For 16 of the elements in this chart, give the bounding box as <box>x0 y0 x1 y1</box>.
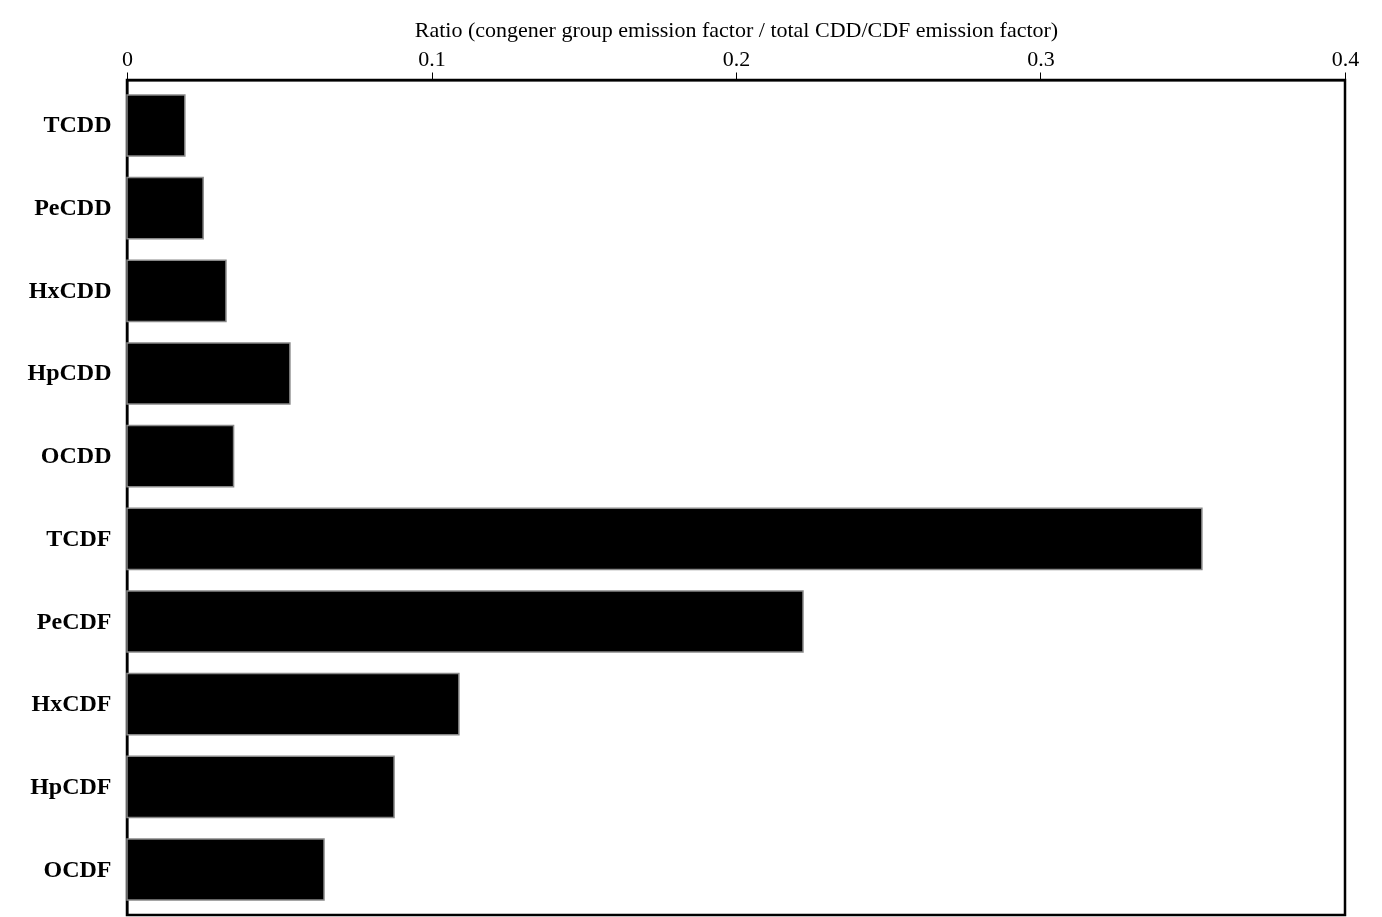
y-tick-label: HxCDD <box>28 276 112 303</box>
y-tick-label: HpCDF <box>30 772 112 799</box>
y-tick-label: HxCDF <box>31 690 112 717</box>
x-tick-label: 0.2 <box>722 45 751 71</box>
y-tick-label: TCDD <box>43 111 112 138</box>
y-tick-label: PeCDF <box>36 607 112 634</box>
x-tick-label: 0.4 <box>1331 45 1360 71</box>
y-tick-label: HpCDD <box>27 359 112 386</box>
y-tick-label: OCDF <box>43 855 112 882</box>
x-tick-label: 0 <box>122 45 133 71</box>
x-tick-label: 0.3 <box>1027 45 1055 71</box>
x-axis-title: Ratio (congener group emission factor / total CDD/CDF emission factor) <box>414 16 1059 42</box>
y-tick-label: OCDD <box>40 442 112 469</box>
x-tick-label: 0.1 <box>418 45 446 71</box>
y-tick-label: PeCDD <box>34 194 112 221</box>
y-tick-label: TCDF <box>46 524 112 551</box>
